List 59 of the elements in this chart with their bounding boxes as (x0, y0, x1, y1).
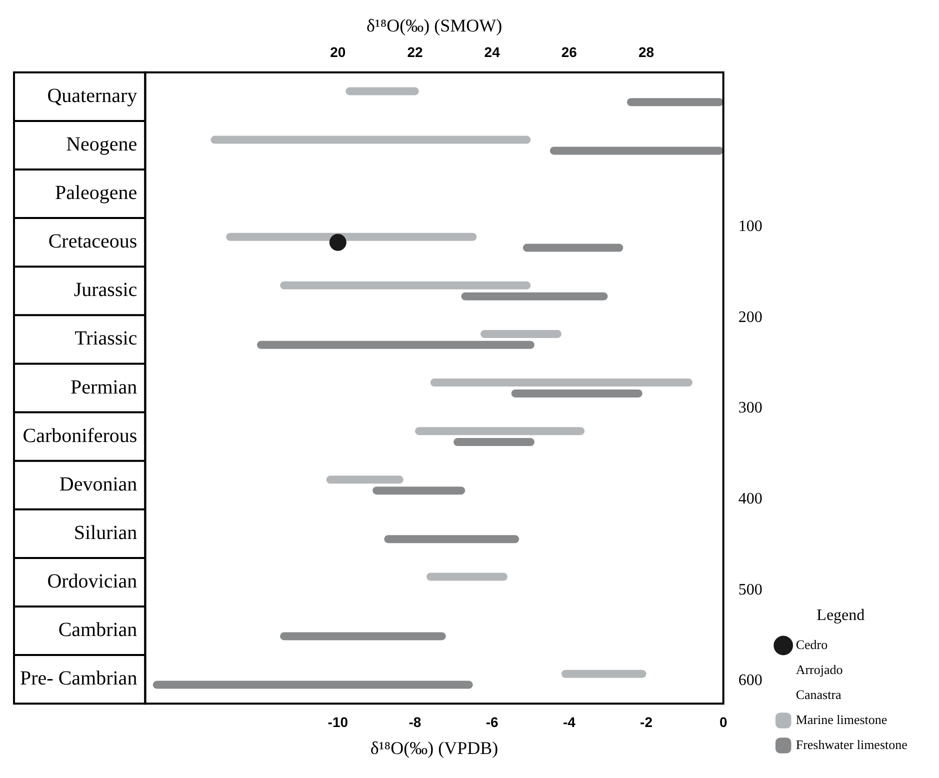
y-tick-label: Neogene (66, 133, 138, 156)
x-tick-label: 0 (719, 714, 728, 730)
bar (256, 340, 534, 349)
legend-label: Freshwater limestone (796, 736, 908, 752)
y-tick-label: Cretaceous (48, 230, 138, 253)
x2-tick-label: 24 (484, 44, 500, 60)
y2-tick-label: 300 (738, 400, 762, 417)
y-tick-label: Silurian (74, 522, 138, 544)
y2-tick-label: 200 (738, 308, 762, 326)
bar (461, 292, 608, 300)
x-tick-label: -2 (640, 714, 653, 730)
y-tick-label: Devonian (59, 473, 138, 496)
x2-tick-label: 20 (330, 44, 346, 60)
bar (480, 330, 562, 338)
bar (414, 427, 585, 436)
bar (372, 486, 466, 495)
bar (522, 244, 624, 252)
legend-label: Marine limestone (796, 712, 888, 727)
y-tick-label: Quaternary (47, 84, 138, 107)
x-tick-label: -6 (486, 714, 499, 730)
x2-tick-label: 28 (638, 44, 654, 60)
bar (561, 670, 646, 678)
bar (280, 281, 531, 290)
y2-tick-label: 400 (738, 490, 762, 508)
bar (226, 232, 477, 241)
legend-title: Legend (816, 607, 865, 624)
y-tick-label: Jurassic (74, 279, 138, 302)
y-tick-label: Paleogene (55, 182, 138, 204)
bar (152, 680, 473, 689)
text: Arrojado (796, 662, 843, 677)
bar (426, 572, 508, 581)
text: Canastra (796, 686, 842, 702)
y-tick-label: Permian (70, 376, 138, 398)
y-tick-label: Pre- Cambrian (20, 668, 138, 690)
y-tick-label: Ordovician (47, 570, 138, 592)
legend-label: Cedro (796, 636, 828, 652)
bar (384, 535, 520, 544)
bar (210, 136, 531, 144)
bar (430, 378, 692, 387)
x-tick-label: -4 (562, 714, 576, 730)
y-tick-label: Triassic (74, 328, 138, 350)
bar (626, 98, 724, 106)
y2-tick-label: 100 (738, 218, 762, 235)
bar (280, 632, 446, 640)
y2-tick-label: 500 (738, 581, 762, 598)
x2-tick-label: 26 (561, 44, 578, 60)
x-tick-label: -10 (328, 714, 348, 730)
bar (550, 146, 724, 155)
y-tick-label: Carboniferous (22, 424, 138, 447)
x-axis-title: δ¹⁸O(‰) (VPDB) (370, 738, 498, 758)
x2-tick-label: 22 (407, 44, 423, 60)
y-tick-label: Cambrian (58, 619, 138, 642)
bar (454, 438, 534, 446)
x-tick-label: -8 (408, 714, 422, 730)
bar (346, 87, 419, 96)
x2-axis-title: δ¹⁸O(‰) (SMOW) (366, 16, 502, 36)
y2-tick-label: 600 (738, 672, 762, 690)
bar (511, 389, 642, 398)
bar (326, 476, 404, 484)
